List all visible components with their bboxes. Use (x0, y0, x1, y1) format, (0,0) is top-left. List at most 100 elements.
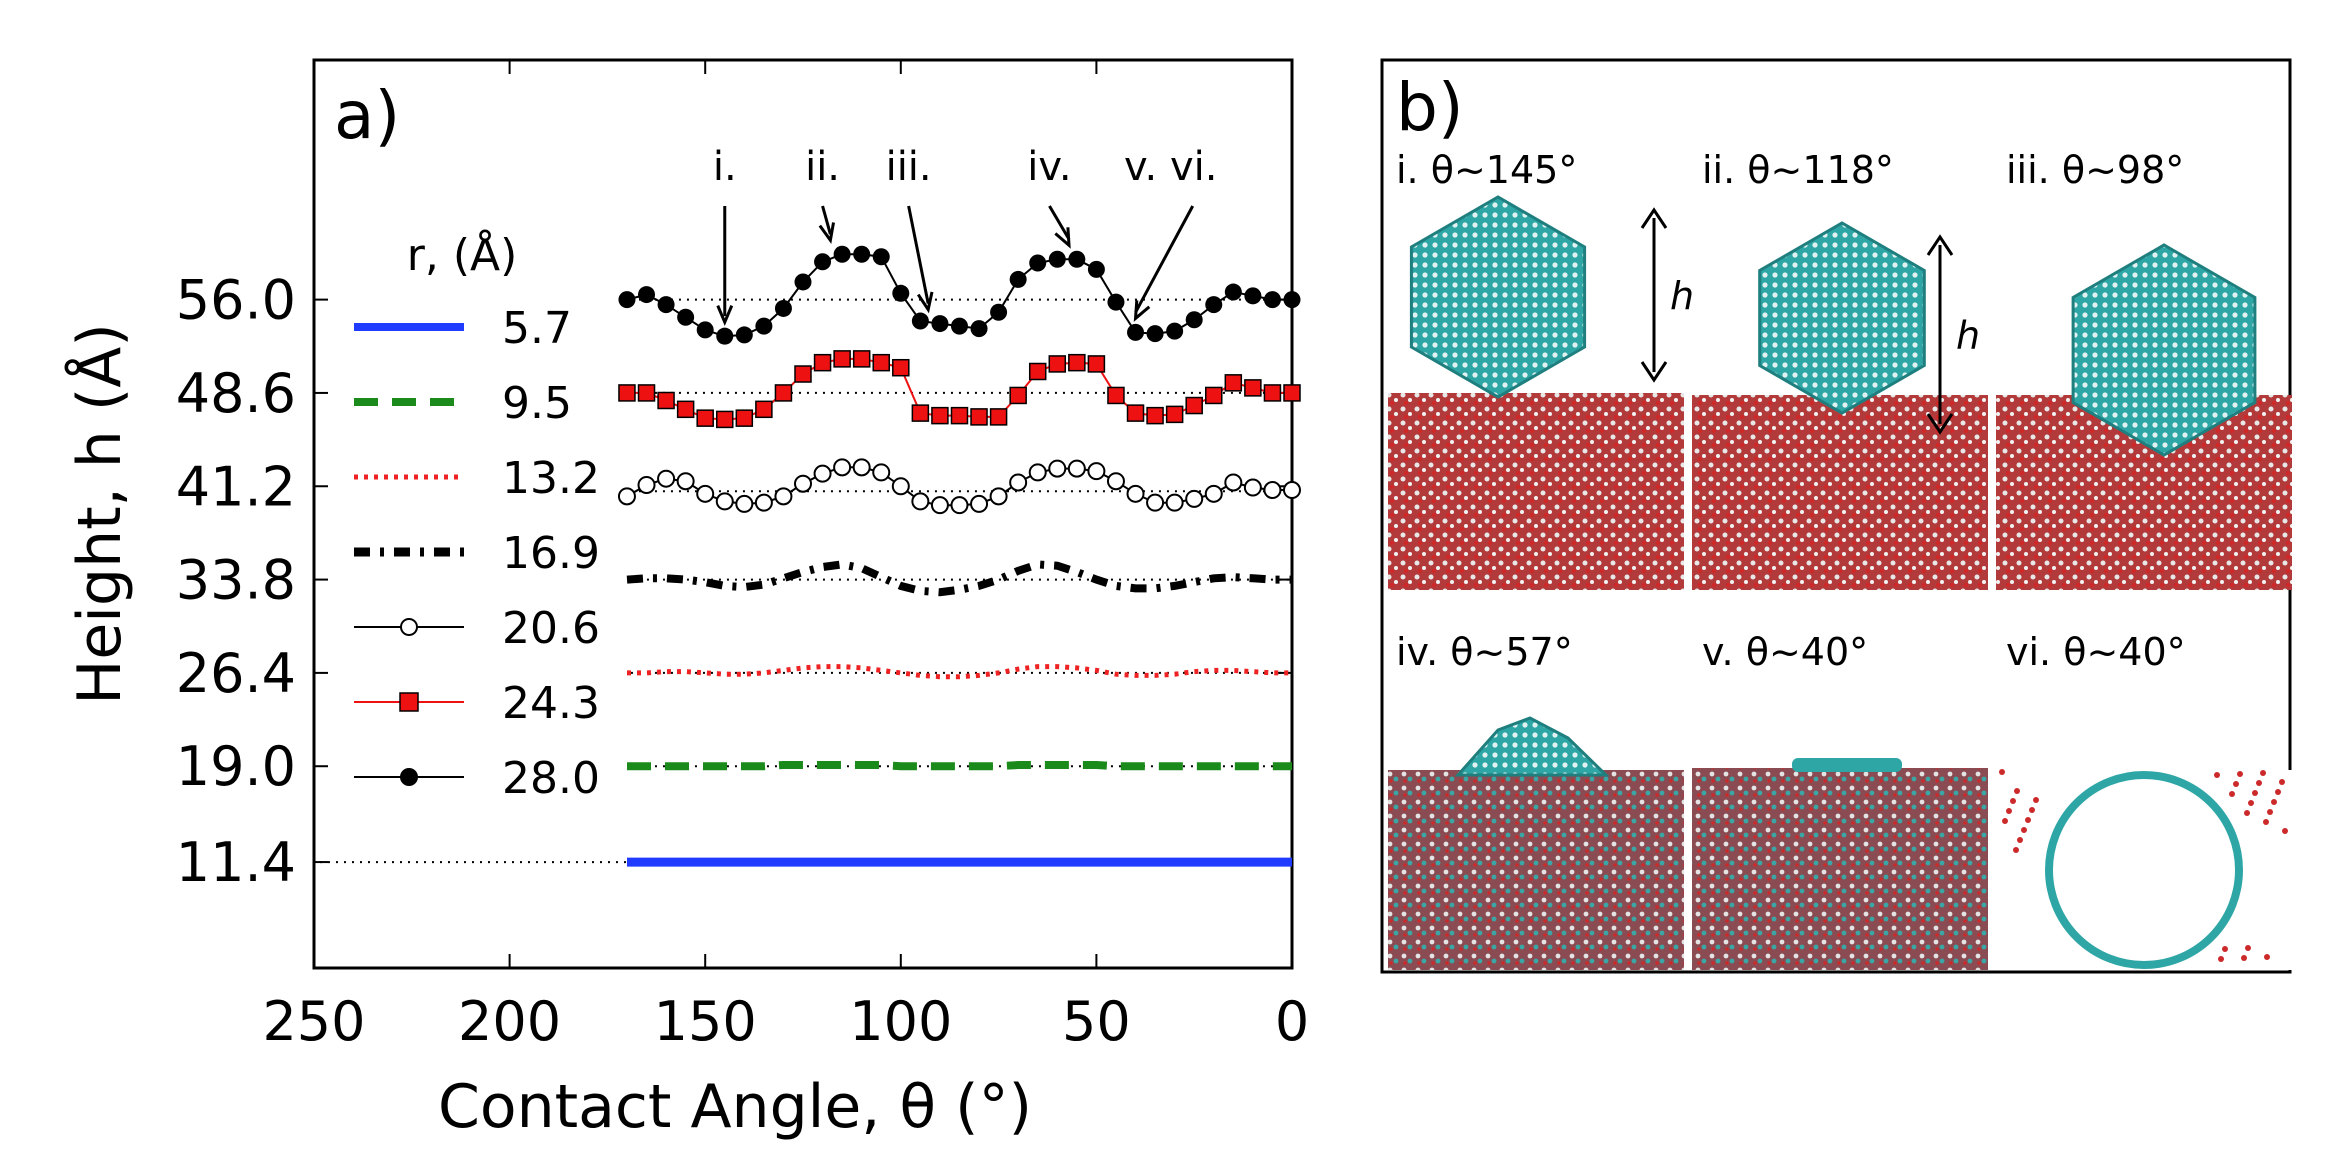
arrow-label: iv. (1027, 144, 1071, 190)
snapshot-6: vi. θ~40° (1996, 630, 2292, 970)
data-point (911, 492, 930, 511)
water-molecule (2021, 827, 2027, 833)
height-arrow-head (1926, 413, 1954, 435)
x-tick-label: 250 (262, 990, 365, 1053)
height-arrow-head (1926, 234, 1954, 256)
arrow-label: ii. (805, 144, 840, 190)
arrow-shaft (907, 205, 930, 304)
data-point (833, 458, 852, 477)
snapshot-caption: iv. θ~57° (1396, 630, 1573, 674)
data-point (970, 408, 988, 426)
carbon-cage (1758, 221, 1926, 415)
data-point (1185, 489, 1204, 508)
water-molecule (2271, 799, 2277, 805)
data-point (657, 469, 676, 488)
annotation-arrow: iii. (886, 144, 934, 314)
legend-entry-28.0: 28.0 (354, 753, 600, 804)
water-molecule (1999, 769, 2005, 775)
legend-label: 24.3 (502, 678, 600, 729)
data-point (1283, 291, 1301, 309)
data-point (794, 365, 812, 383)
data-point (735, 326, 753, 344)
arrow-head (1133, 300, 1151, 322)
water-molecule (2229, 791, 2235, 797)
data-point (1185, 396, 1203, 415)
x-tick-label: 0 (1275, 990, 1309, 1053)
x-tick-label: 100 (849, 990, 952, 1053)
data-point (813, 464, 832, 483)
data-point (1068, 353, 1086, 372)
water-molecule (2279, 779, 2285, 785)
series-line (627, 664, 1292, 680)
arrow-label: v. vi. (1124, 144, 1218, 190)
data-point (1244, 379, 1262, 397)
snapshot-2: ii. θ~118° h (1692, 148, 1988, 590)
data-point (637, 475, 656, 494)
data-point (617, 487, 636, 506)
data-point (911, 312, 929, 330)
water-molecule (2006, 808, 2012, 814)
data-point (1009, 473, 1028, 492)
data-point (618, 291, 636, 309)
data-point (970, 320, 988, 338)
y-tick-label: 48.6 (176, 362, 296, 425)
data-point (931, 406, 949, 425)
data-point (970, 494, 989, 513)
water-molecule (2214, 772, 2220, 778)
data-point (930, 496, 949, 515)
arrow-head (916, 291, 934, 314)
data-point (1009, 270, 1027, 288)
water-molecule (2017, 837, 2023, 843)
data-point (931, 315, 949, 333)
y-tick-label: 26.4 (176, 642, 296, 705)
panel-a-label: a) (334, 77, 400, 154)
data-point (892, 284, 910, 302)
water-slab (1388, 770, 1684, 970)
data-point (1263, 481, 1282, 500)
legend-label: 13.2 (502, 453, 600, 504)
data-point (1224, 473, 1243, 492)
water-molecule (2233, 781, 2239, 787)
data-point (1087, 260, 1105, 278)
legend-entry-9.5: 9.5 (354, 378, 572, 429)
y-tick-label: 56.0 (176, 269, 296, 332)
carbon-ring (2045, 771, 2243, 969)
water-molecule (2267, 809, 2273, 815)
data-point (1126, 404, 1145, 422)
y-tick-label: 19.0 (176, 735, 296, 798)
water-molecule (2025, 817, 2031, 823)
data-point (794, 474, 812, 493)
water-molecule (2263, 819, 2269, 825)
water-molecule (2013, 847, 2019, 853)
water-molecule (2260, 770, 2266, 776)
legend-entry-24.3: 24.3 (354, 678, 600, 729)
data-point (1067, 459, 1086, 478)
data-point (814, 253, 832, 271)
water-slab (1388, 393, 1684, 590)
water-molecule (2222, 946, 2228, 952)
arrow-label: i. (713, 144, 737, 190)
data-point (696, 409, 714, 427)
series-line (627, 761, 1292, 771)
arrow-label: iii. (886, 144, 932, 190)
data-point (794, 273, 812, 291)
chart-area: 250 200 150 100 50 0 11.4 19.0 26.4 33.8 41.2 48.6 5… (176, 60, 1309, 1053)
water-molecule (2244, 810, 2250, 816)
data-point (657, 296, 675, 314)
data-point (1165, 493, 1184, 512)
x-tick-label: 50 (1062, 990, 1131, 1053)
data-point (1283, 481, 1301, 500)
water-molecule (2264, 954, 2270, 960)
data-point (1048, 250, 1066, 268)
data-point (1029, 254, 1047, 272)
data-point (1068, 250, 1086, 268)
snapshot-5: v. θ~40° (1692, 630, 1988, 970)
data-point (990, 303, 1008, 321)
data-point (1166, 322, 1184, 340)
data-point (1205, 386, 1223, 405)
data-point (1224, 374, 1243, 392)
snapshot-1: i. θ~145° h (1388, 148, 1694, 590)
height-label: h (1670, 274, 1694, 318)
top-view-bg (1996, 770, 2292, 970)
data-point (891, 477, 910, 496)
